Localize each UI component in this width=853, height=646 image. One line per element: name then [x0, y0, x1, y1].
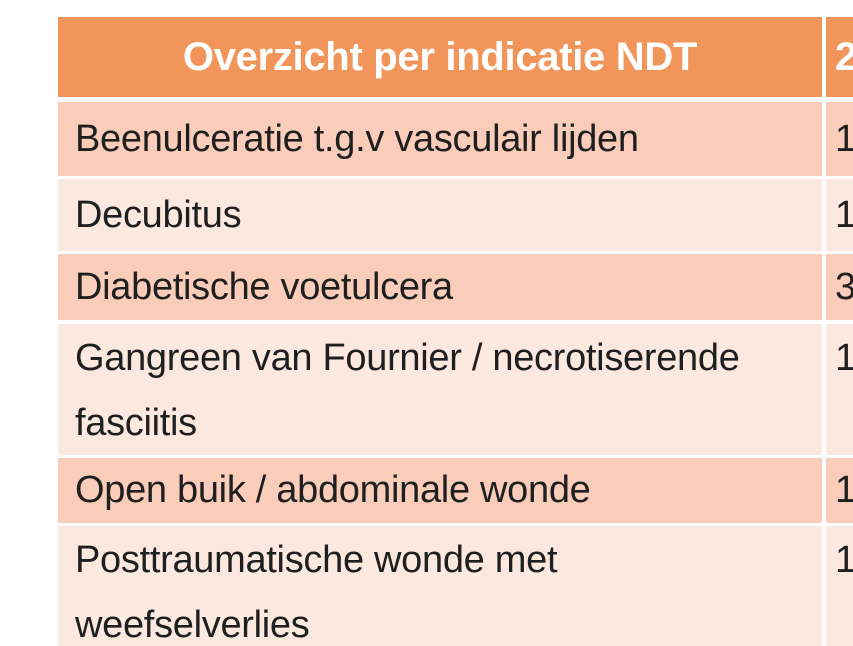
- indication-value-partial: 1: [835, 469, 853, 511]
- indication-label: Beenulceratie t.g.v vasculair lijden: [75, 117, 639, 160]
- indication-value-cell: 1: [826, 179, 853, 251]
- indication-label-cell: Open buik / abdominale wonde: [58, 458, 822, 523]
- indication-value-cell: 1: [826, 526, 853, 646]
- indication-value-cell: 1: [826, 324, 853, 455]
- indication-value-partial: 1: [835, 193, 853, 236]
- table-header-value-cell: 2: [826, 17, 853, 97]
- table-row: Open buik / abdominale wonde 1: [58, 458, 853, 523]
- table-header-row: Overzicht per indicatie NDT 2: [58, 17, 853, 97]
- table-row: Decubitus 1: [58, 179, 853, 251]
- ndt-indication-table: Overzicht per indicatie NDT 2 Beenulcera…: [58, 17, 853, 646]
- table-header-title-cell: Overzicht per indicatie NDT: [58, 17, 822, 97]
- table-row: Posttraumatische wonde met weefselverlie…: [58, 526, 853, 646]
- indication-label-cell: Decubitus: [58, 179, 822, 251]
- indication-label: Posttraumatische wonde met weefselverlie…: [75, 539, 558, 646]
- indication-label: Diabetische voetulcera: [75, 265, 453, 308]
- table-row: Beenulceratie t.g.v vasculair lijden 1: [58, 102, 853, 176]
- indication-value-partial: 3: [835, 265, 853, 308]
- indication-value-cell: 3: [826, 254, 853, 320]
- header-value-partial: 2: [835, 34, 853, 79]
- indication-value-partial: 1: [835, 337, 853, 379]
- indication-label-cell: Diabetische voetulcera: [58, 254, 822, 320]
- indication-label: Gangreen van Fournier / necrotiserende f…: [75, 337, 740, 444]
- table-title: Overzicht per indicatie NDT: [182, 34, 698, 79]
- indication-label-cell: Gangreen van Fournier / necrotiserende f…: [58, 324, 822, 455]
- indication-label: Open buik / abdominale wonde: [75, 469, 591, 511]
- table-row: Gangreen van Fournier / necrotiserende f…: [58, 324, 853, 455]
- indication-value-cell: 1: [826, 102, 853, 176]
- table-row: Diabetische voetulcera 3: [58, 254, 853, 320]
- indication-value-partial: 1: [835, 117, 853, 160]
- indication-value-partial: 1: [835, 539, 853, 581]
- indication-value-cell: 1: [826, 458, 853, 523]
- indication-label-cell: Posttraumatische wonde met weefselverlie…: [58, 526, 822, 646]
- indication-label: Decubitus: [75, 193, 242, 236]
- indication-label-cell: Beenulceratie t.g.v vasculair lijden: [58, 102, 822, 176]
